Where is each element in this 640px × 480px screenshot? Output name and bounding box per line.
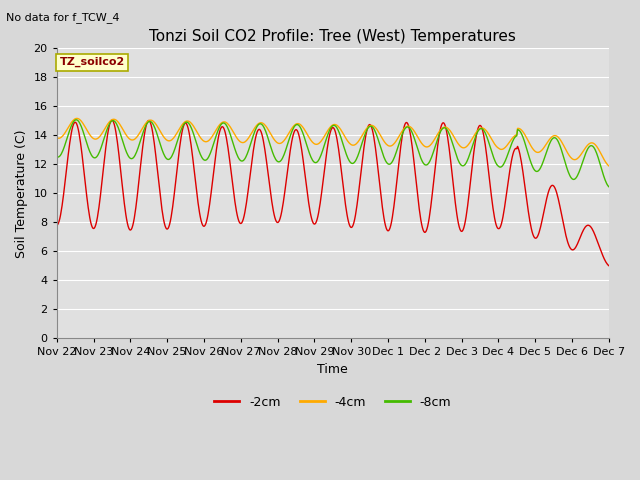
Legend: -2cm, -4cm, -8cm: -2cm, -4cm, -8cm [209, 391, 456, 414]
-8cm [72, 117, 80, 123]
-4cm [177, 124, 184, 130]
Text: No data for f_TCW_4: No data for f_TCW_4 [6, 12, 120, 23]
Title: Tonzi Soil CO2 Profile: Tree (West) Temperatures: Tonzi Soil CO2 Profile: Tree (West) Temp… [149, 29, 516, 44]
-4cm [63, 127, 70, 133]
Line: -8cm: -8cm [57, 120, 609, 187]
-4cm [605, 163, 612, 169]
-8cm [120, 143, 128, 149]
X-axis label: Time: Time [317, 363, 348, 376]
-4cm [53, 135, 61, 141]
-2cm [401, 122, 408, 128]
-8cm [605, 184, 612, 190]
-8cm [177, 129, 184, 135]
-4cm [417, 139, 424, 145]
-2cm [205, 202, 213, 208]
-4cm [205, 137, 213, 143]
-4cm [73, 116, 81, 121]
-2cm [120, 200, 128, 206]
-2cm [53, 222, 61, 228]
-2cm [177, 139, 184, 145]
Y-axis label: Soil Temperature (C): Soil Temperature (C) [15, 129, 28, 258]
-2cm [605, 263, 612, 269]
-4cm [401, 125, 408, 131]
-8cm [53, 154, 61, 159]
-8cm [401, 126, 408, 132]
Text: TZ_soilco2: TZ_soilco2 [60, 57, 125, 67]
-4cm [120, 129, 128, 135]
-2cm [108, 117, 116, 123]
-2cm [63, 165, 70, 170]
-2cm [417, 216, 424, 222]
Line: -4cm: -4cm [57, 119, 609, 166]
-8cm [205, 152, 213, 158]
-8cm [417, 155, 424, 161]
Line: -2cm: -2cm [57, 120, 609, 266]
-8cm [63, 137, 70, 143]
